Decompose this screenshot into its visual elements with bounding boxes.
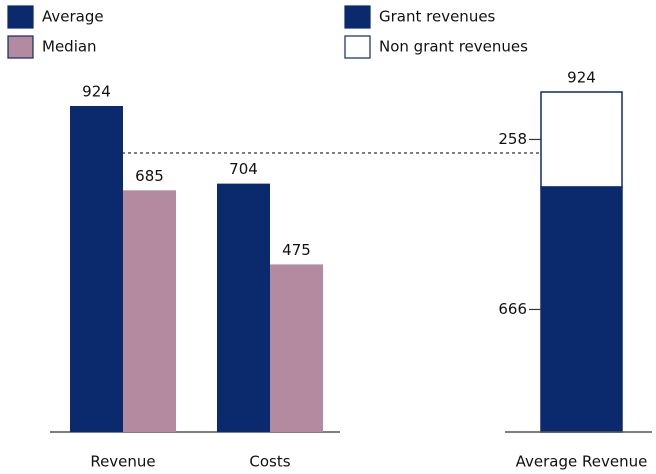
legend-swatch	[344, 35, 371, 59]
legend-label: Average	[42, 8, 104, 26]
legend-swatch	[7, 35, 34, 59]
bar	[123, 190, 176, 432]
bar	[217, 183, 270, 432]
legend-swatch	[7, 5, 34, 29]
legend-label: Grant revenues	[379, 8, 496, 26]
total-label: 924	[567, 69, 596, 87]
segment-label: 666	[498, 300, 527, 318]
value-label: 704	[229, 160, 258, 178]
x-tick-label: Average Revenue	[516, 453, 648, 471]
bar	[70, 106, 123, 432]
segment-label: 258	[498, 130, 527, 148]
bar-segment	[540, 186, 623, 433]
bar	[270, 264, 323, 432]
x-tick-label: Revenue	[90, 453, 155, 471]
legend-label: Non grant revenues	[379, 38, 528, 56]
value-label: 475	[282, 241, 311, 259]
value-label: 924	[82, 83, 111, 101]
legend-label: Median	[42, 38, 97, 56]
value-label: 685	[135, 167, 164, 185]
x-tick-label: Costs	[249, 453, 290, 471]
legend-swatch	[344, 5, 371, 29]
bar-segment	[540, 91, 623, 188]
